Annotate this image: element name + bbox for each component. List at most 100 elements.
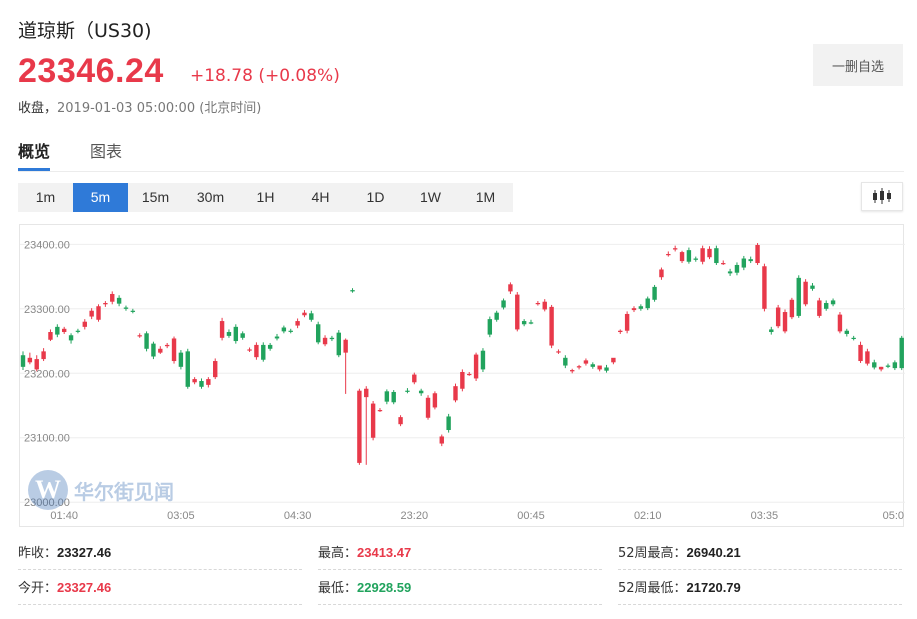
candle-body	[638, 306, 644, 309]
candle-body	[315, 324, 321, 343]
period-15m[interactable]: 15m	[141, 189, 170, 205]
candle-body	[350, 290, 355, 292]
candle-body	[885, 365, 891, 367]
x-tick-label: 00:45	[517, 510, 545, 522]
candle-body	[185, 351, 190, 387]
price-change: +18.78 (+0.08%)	[190, 66, 340, 86]
period-5m[interactable]: 5m	[73, 183, 128, 212]
candle-body	[288, 330, 293, 332]
candle-body	[830, 300, 836, 305]
candle-body	[734, 264, 740, 273]
candle-body	[597, 365, 602, 370]
candle-body	[666, 254, 671, 256]
candle-body	[213, 361, 218, 378]
candle-body	[103, 303, 108, 305]
candle-body	[192, 379, 197, 383]
candle-body	[803, 281, 808, 305]
candle-body	[398, 417, 403, 425]
candle-body	[20, 355, 26, 367]
candle-body	[542, 301, 547, 310]
x-tick-label: 01:40	[50, 510, 78, 522]
candle-body	[281, 327, 287, 332]
candle-body	[748, 259, 753, 262]
period-1w[interactable]: 1W	[420, 189, 441, 205]
market-status: 收盘，2019-01-03 05:00:00 (北京时间)	[18, 97, 261, 116]
candle-body	[343, 339, 348, 353]
candle-body	[364, 388, 369, 398]
stat-label: 52周最低：	[618, 581, 687, 596]
candle-body	[693, 258, 698, 260]
candle-body	[480, 350, 486, 370]
candle-body	[672, 248, 678, 250]
candle-body	[775, 307, 781, 327]
candle-body	[817, 300, 822, 316]
stat-value: 23327.46	[57, 545, 112, 560]
candle-body	[27, 357, 33, 363]
candle-body	[624, 313, 630, 331]
candle-body	[322, 337, 328, 345]
candle-body	[563, 357, 568, 366]
x-tick-label: 04:30	[284, 510, 312, 522]
period-30m[interactable]: 30m	[196, 189, 225, 205]
candle-body	[824, 303, 829, 309]
candle-body	[377, 410, 383, 412]
candle-body	[899, 337, 904, 369]
candle-body	[336, 332, 341, 356]
candle-body	[82, 321, 87, 327]
candle-body	[41, 351, 46, 360]
candle-body	[707, 248, 712, 258]
tab-chart[interactable]: 图表	[90, 142, 123, 161]
candle-body	[68, 335, 74, 341]
candle-body	[583, 360, 589, 364]
candle-body	[55, 326, 60, 335]
stat-high: 最高：23413.47	[318, 538, 602, 570]
price-chart[interactable]: 23400.00 23300.00 23200.00 23100.00 23000.00…	[19, 224, 905, 527]
candle-body	[721, 263, 726, 265]
candle-body	[844, 330, 849, 334]
period-1h[interactable]: 1H	[256, 189, 275, 205]
candle-body	[295, 321, 300, 326]
candle-body	[872, 362, 877, 368]
candle-body	[576, 366, 582, 368]
stat-52w-low: 52周最低：21720.79	[618, 573, 902, 605]
candle-body	[686, 250, 692, 262]
candle-body	[164, 344, 170, 347]
period-1d[interactable]: 1D	[366, 189, 385, 205]
candle-body	[178, 352, 184, 367]
stat-value: 23327.46	[57, 580, 112, 595]
candle-body	[851, 337, 856, 340]
stat-label: 今开：	[18, 581, 58, 596]
candle-body	[309, 313, 314, 320]
candle-body	[501, 300, 506, 308]
candle-body	[110, 293, 115, 302]
period-1mo[interactable]: 1M	[475, 189, 496, 205]
candle-body	[405, 390, 410, 392]
x-tick-label: 03:05	[167, 510, 195, 522]
candle-body	[233, 326, 239, 342]
candle-body	[741, 258, 747, 268]
candle-body	[425, 397, 431, 418]
stat-label: 52周最高：	[618, 546, 687, 561]
candle-body	[521, 321, 527, 325]
period-1m[interactable]: 1m	[35, 189, 56, 205]
candle-body	[590, 364, 595, 367]
candle-body	[130, 310, 136, 312]
stat-label: 昨收：	[18, 546, 58, 561]
candle-body	[412, 374, 417, 383]
status-time: 2019-01-03 05:00:00 (北京时间)	[57, 101, 262, 116]
tab-overview[interactable]: 概览	[18, 138, 51, 171]
candle-body	[549, 306, 554, 346]
remove-watchlist-button[interactable]: 一删自选	[813, 44, 903, 86]
stat-label: 最高：	[318, 546, 358, 561]
period-4h[interactable]: 4H	[311, 189, 330, 205]
candle-body	[652, 286, 657, 300]
stat-52w-high: 52周最高：26940.21	[618, 538, 902, 570]
y-tick-label: 23100.00	[24, 433, 70, 445]
chart-type-button[interactable]	[861, 182, 903, 211]
candle-body	[48, 332, 53, 340]
y-tick-label: 23200.00	[24, 368, 70, 380]
candle-body	[659, 269, 664, 278]
candle-body	[494, 312, 499, 320]
candle-body	[878, 366, 884, 370]
candle-body	[391, 391, 396, 403]
